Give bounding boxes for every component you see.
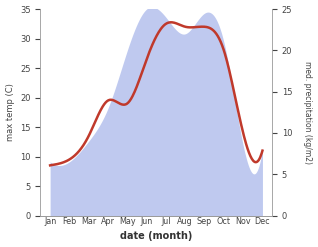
Y-axis label: med. precipitation (kg/m2): med. precipitation (kg/m2) — [303, 61, 313, 164]
Y-axis label: max temp (C): max temp (C) — [5, 83, 15, 141]
X-axis label: date (month): date (month) — [120, 231, 192, 242]
